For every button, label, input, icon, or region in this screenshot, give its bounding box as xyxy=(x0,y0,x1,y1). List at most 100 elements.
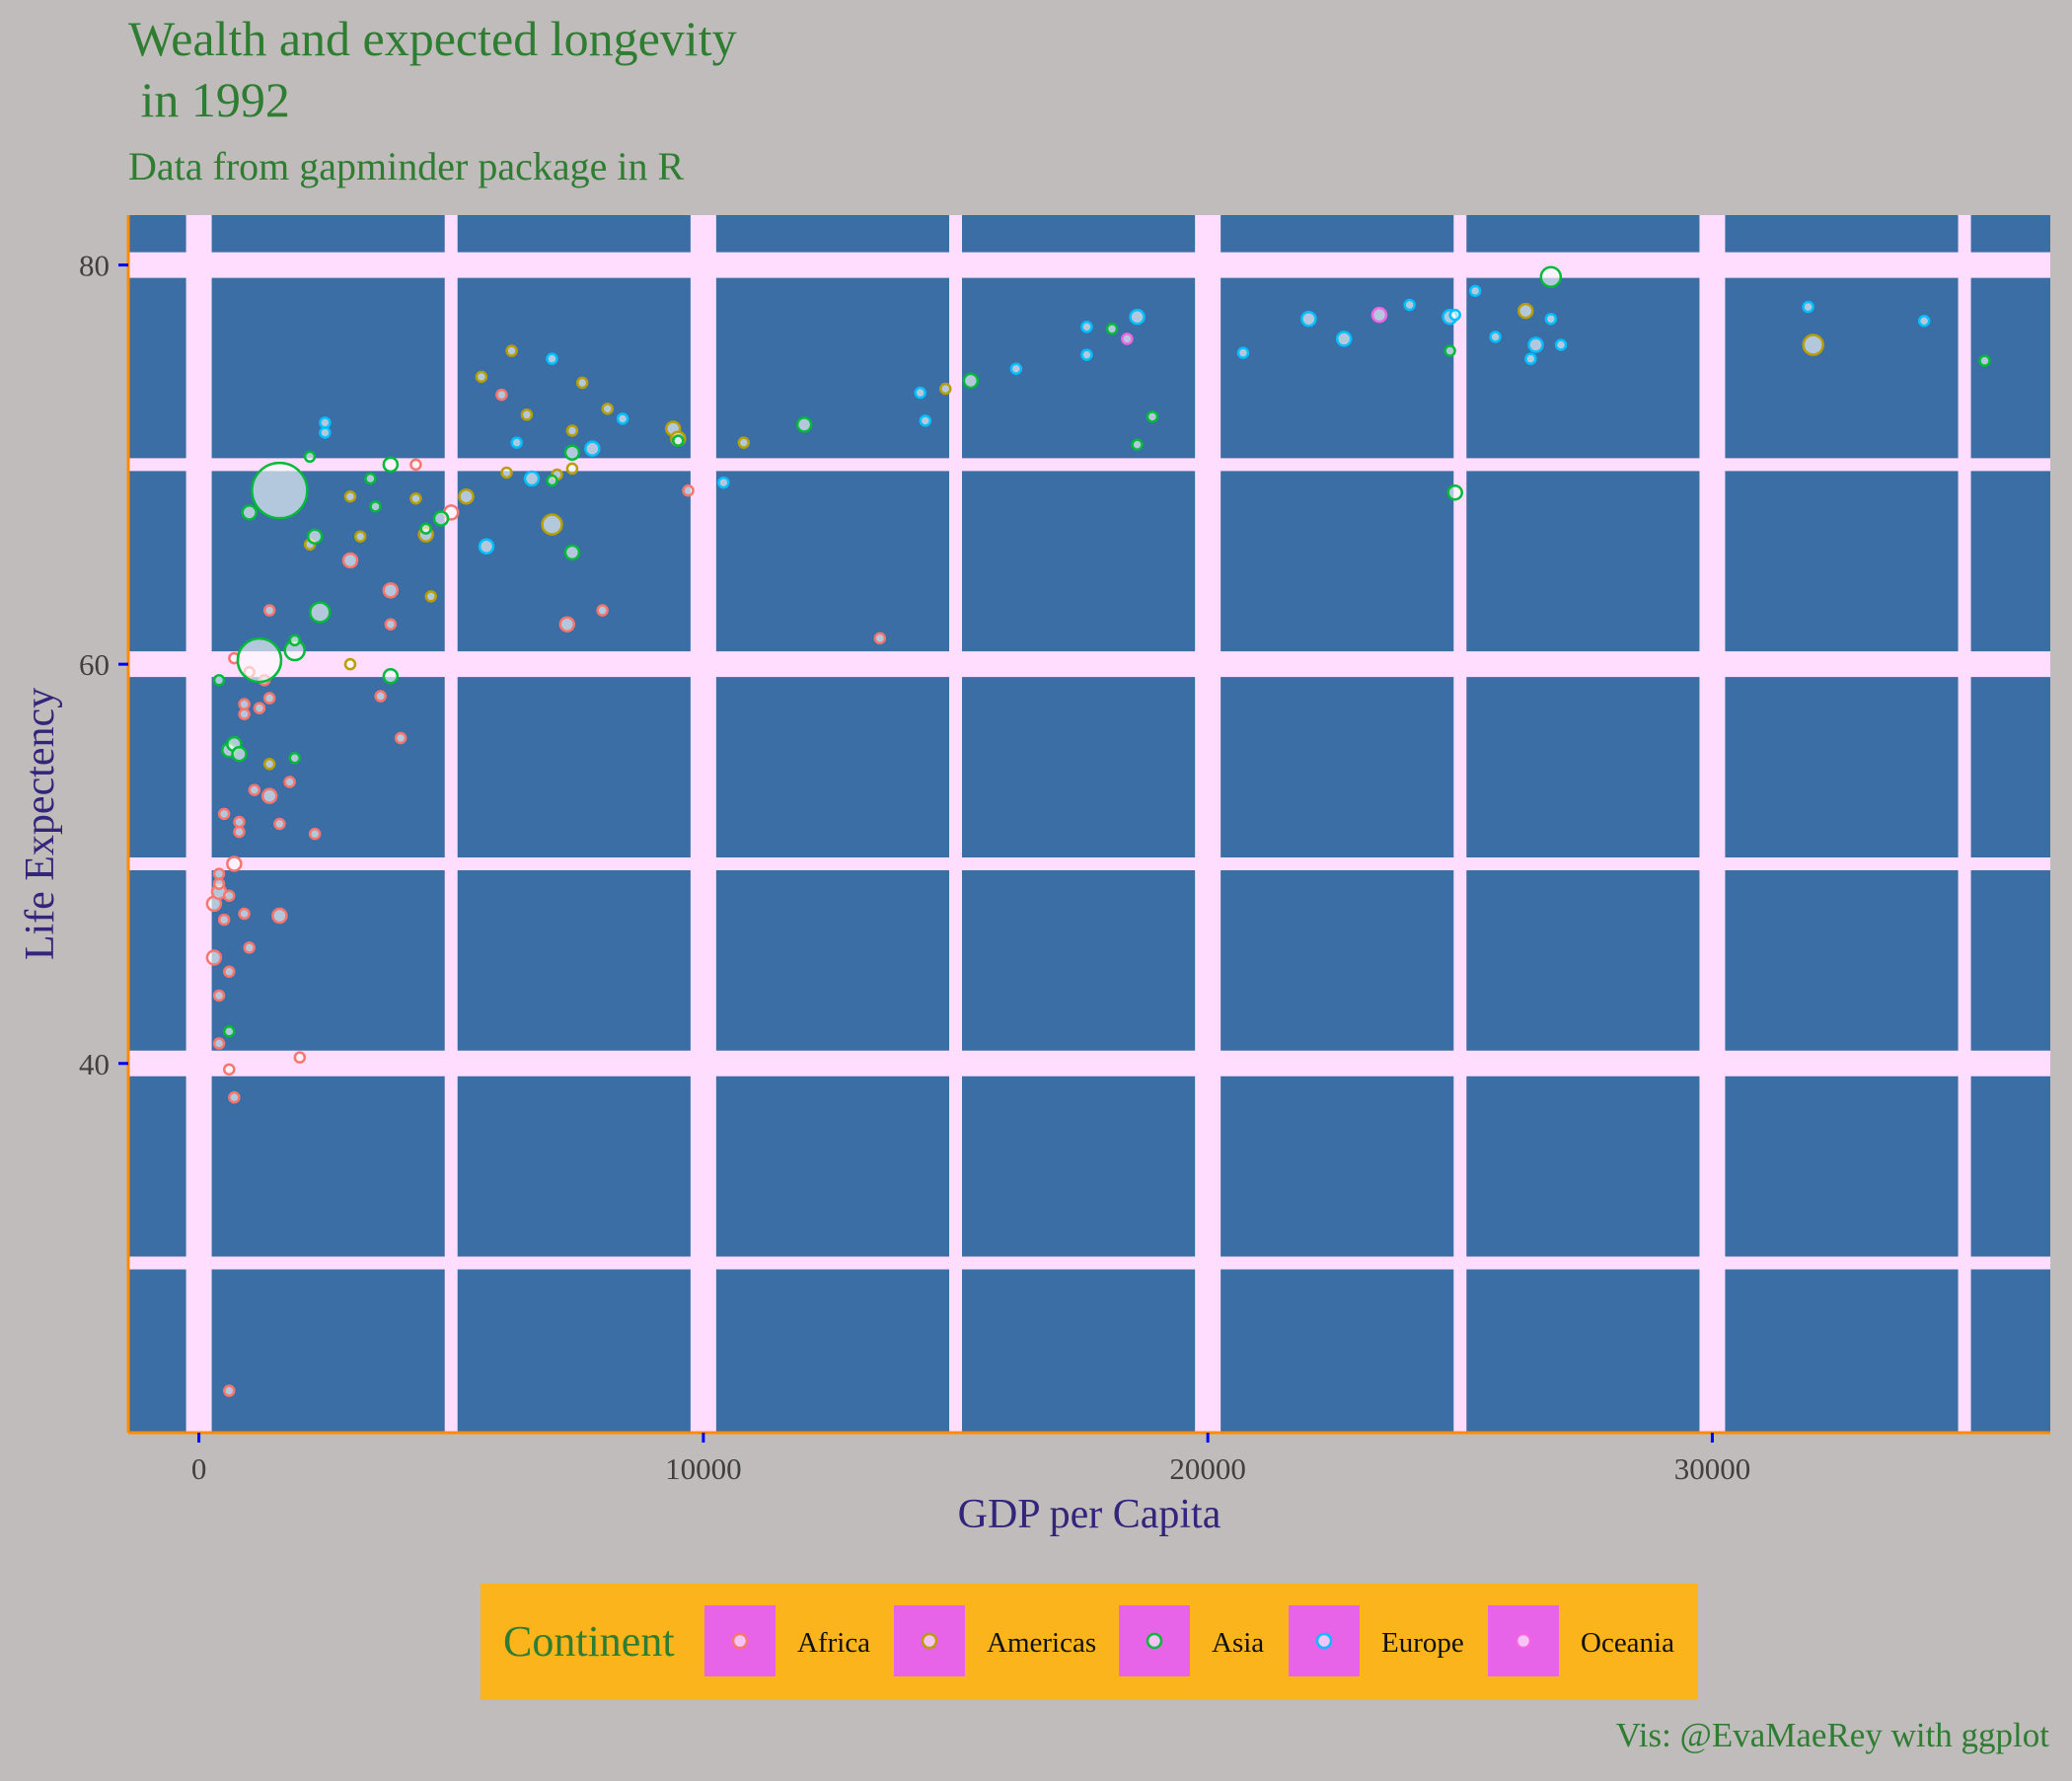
legend-label: Africa xyxy=(797,1627,870,1659)
data-point-americas xyxy=(1517,302,1534,320)
data-point-africa xyxy=(409,458,422,472)
data-point-africa xyxy=(394,731,407,745)
data-point-asia xyxy=(231,745,248,763)
chart-subtitle: Data from gapminder package in R xyxy=(128,144,684,188)
data-point-asia xyxy=(288,751,301,765)
axis-ticks: 0 10000 20000 30000 40 60 80 xyxy=(79,249,1750,1486)
data-point-europe xyxy=(1917,314,1931,328)
data-point-americas xyxy=(475,370,488,384)
data-point-europe xyxy=(584,440,601,457)
data-point-africa xyxy=(217,807,231,821)
data-point-europe xyxy=(478,538,495,556)
data-point-europe xyxy=(1080,348,1093,361)
data-point-americas xyxy=(939,382,952,396)
data-point-americas xyxy=(737,436,751,449)
data-point-asia xyxy=(1978,354,1991,367)
x-tick-label: 10000 xyxy=(665,1451,742,1486)
data-point-africa xyxy=(233,815,246,829)
data-point-europe xyxy=(1129,308,1146,326)
data-point-asia xyxy=(382,456,400,474)
data-point-americas xyxy=(424,590,438,603)
data-point-africa xyxy=(212,867,226,880)
data-point-americas xyxy=(458,487,475,505)
data-point-europe xyxy=(1080,321,1093,334)
data-point-europe xyxy=(319,426,332,439)
chart-title-line-2: in 1992 xyxy=(128,72,290,127)
legend: Continent Africa Americas Asia Europe Oceani… xyxy=(481,1584,1698,1700)
data-point-europe xyxy=(1527,336,1544,353)
y-tick-label: 80 xyxy=(79,249,110,283)
data-point-europe xyxy=(914,386,926,400)
data-point-asia xyxy=(303,450,317,464)
data-point-asia xyxy=(236,636,283,684)
data-point-europe xyxy=(1524,352,1537,365)
data-point-asia xyxy=(419,522,432,535)
data-point-africa xyxy=(212,1037,226,1050)
data-point-africa xyxy=(873,631,887,645)
data-point-africa xyxy=(226,855,243,872)
data-point-americas xyxy=(565,462,579,476)
data-point-americas xyxy=(1802,334,1824,356)
data-point-africa xyxy=(217,913,231,927)
data-point-europe xyxy=(717,476,730,489)
data-point-africa xyxy=(238,907,251,921)
data-point-asia xyxy=(1146,410,1159,423)
data-point-asia xyxy=(369,500,382,513)
data-point-americas xyxy=(601,402,614,415)
data-point-europe xyxy=(1448,308,1461,322)
data-point-europe xyxy=(523,470,541,487)
data-point-africa xyxy=(238,707,251,720)
data-point-europe xyxy=(919,414,932,427)
data-point-africa xyxy=(262,604,276,617)
legend-label: Asia xyxy=(1212,1627,1264,1659)
legend-marker-americas xyxy=(921,1632,938,1650)
data-point-africa xyxy=(212,877,226,890)
data-point-asia xyxy=(241,504,258,521)
x-tick-label: 20000 xyxy=(1169,1451,1246,1486)
data-point-africa xyxy=(260,787,278,804)
data-point-americas xyxy=(565,424,579,437)
data-point-asia xyxy=(795,416,813,433)
data-point-americas xyxy=(505,344,518,357)
data-point-asia xyxy=(223,1025,236,1038)
data-point-africa xyxy=(223,1063,236,1076)
data-point-europe xyxy=(1236,346,1250,359)
data-point-europe xyxy=(1300,310,1317,328)
data-point-asia xyxy=(1131,438,1144,451)
data-point-africa xyxy=(205,949,223,966)
data-point-asia xyxy=(212,674,226,687)
data-point-europe xyxy=(1009,362,1023,376)
data-point-africa xyxy=(223,1384,236,1397)
data-point-africa xyxy=(243,941,256,954)
legend-items: Africa Americas Asia Europe Oceania xyxy=(704,1605,1674,1676)
legend-label: Americas xyxy=(987,1627,1096,1659)
data-point-africa xyxy=(223,889,236,903)
data-point-africa xyxy=(558,616,576,632)
data-point-asia xyxy=(546,474,558,487)
data-point-americas xyxy=(353,530,367,543)
data-point-europe xyxy=(510,436,523,449)
legend-marker-africa xyxy=(731,1632,749,1650)
legend-label: Oceania xyxy=(1581,1627,1674,1659)
chart-panel xyxy=(128,215,2050,1433)
data-point-africa xyxy=(596,604,609,617)
data-point-africa xyxy=(374,690,387,703)
data-point-asia xyxy=(364,472,377,485)
x-tick-label: 30000 xyxy=(1674,1451,1751,1486)
chart-caption: Vis: @EvaMaeRey with ggplot xyxy=(1616,1716,2050,1754)
data-point-africa xyxy=(495,388,508,402)
data-point-americas xyxy=(541,513,563,536)
data-point-americas xyxy=(262,758,276,771)
data-point-europe xyxy=(616,412,629,425)
data-point-americas xyxy=(500,466,513,480)
data-point-americas xyxy=(409,492,422,505)
data-point-europe xyxy=(319,416,332,429)
legend-marker-oceania xyxy=(1515,1632,1532,1650)
legend-marker-asia xyxy=(1146,1632,1163,1650)
data-point-africa xyxy=(382,582,400,599)
data-point-europe xyxy=(1554,338,1568,351)
data-point-asia xyxy=(251,461,309,520)
data-point-europe xyxy=(1468,284,1482,298)
